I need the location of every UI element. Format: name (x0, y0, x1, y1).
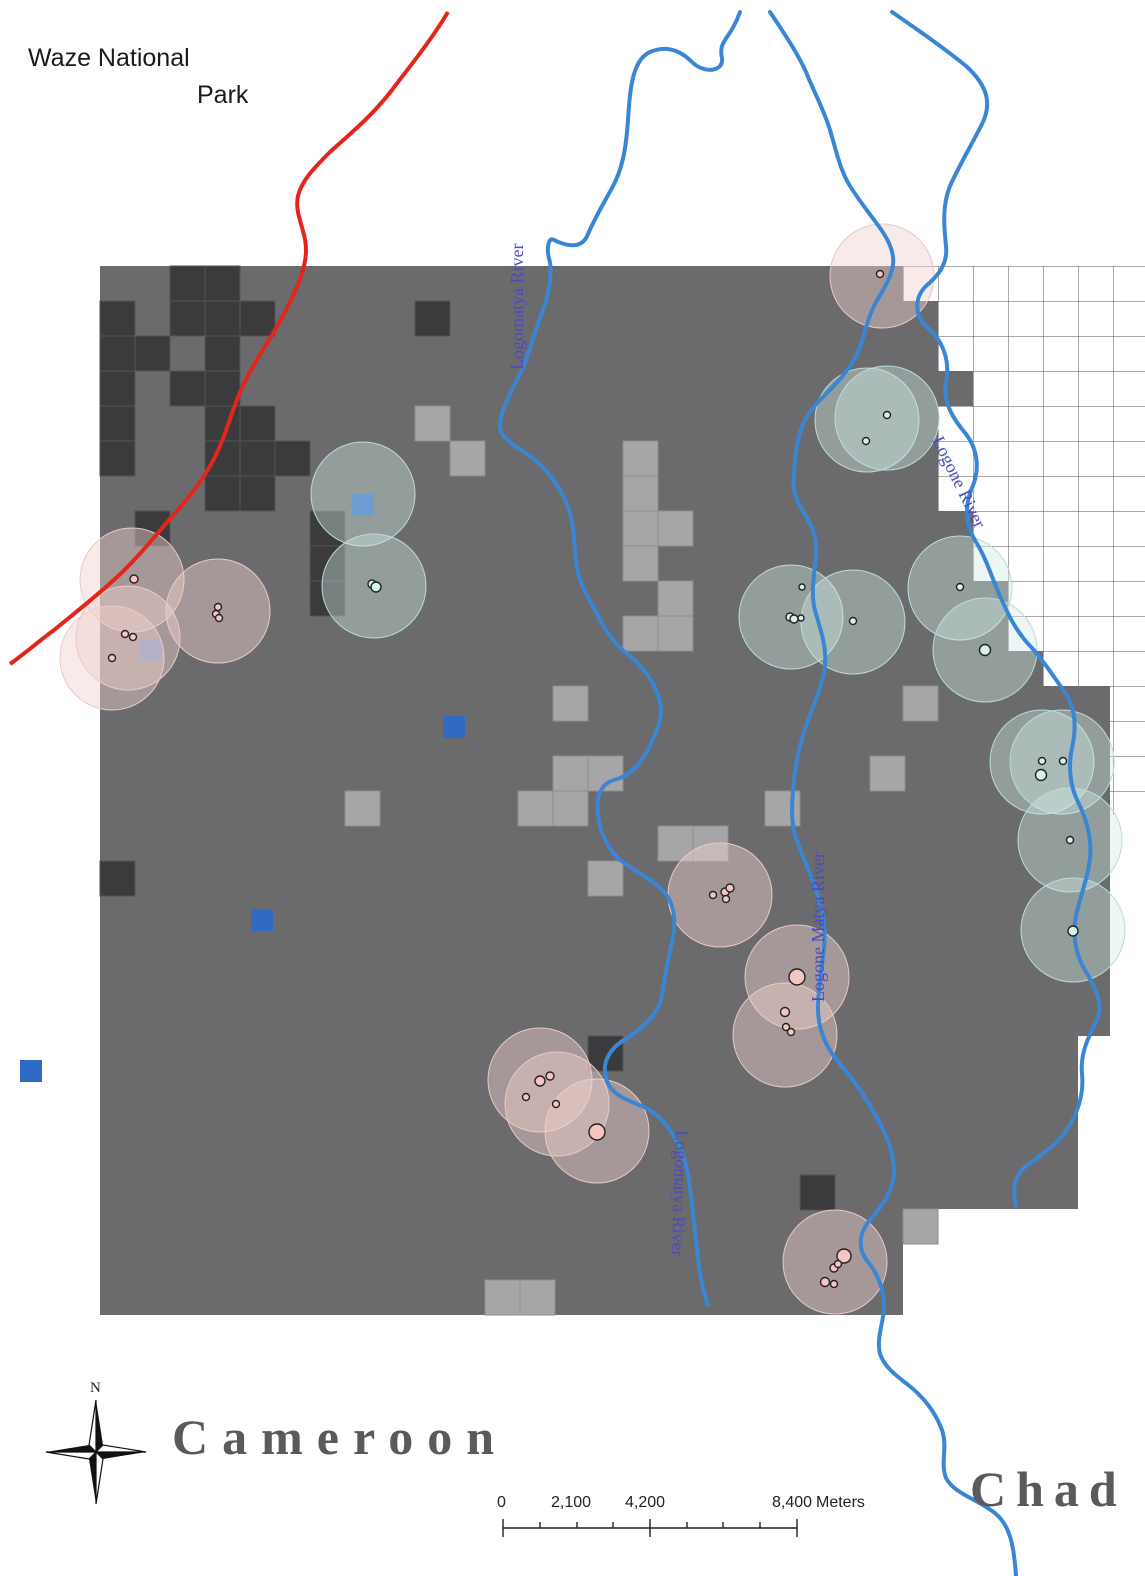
logomatya-river-line (497, 10, 742, 1307)
river-label-logomatya-south: Logomatya River (668, 1130, 692, 1257)
pink-site-points (107, 269, 885, 1289)
scale-unit: Meters (816, 1494, 865, 1511)
scale-tick-2: 4,200 (625, 1494, 666, 1511)
river-label-logomatya: Logomatya River (507, 244, 527, 370)
blue-site-markers (20, 494, 465, 1082)
scale-tick-0: 0 (497, 1494, 506, 1511)
country-label-chad: Chad (970, 1461, 1127, 1517)
scale-tick-3: 8,400 (772, 1494, 813, 1511)
park-label-line2: Park (197, 81, 249, 109)
river-label-logone-matya: Logone Matya River (808, 852, 828, 1002)
rivers (497, 10, 1102, 1576)
park-boundary-line (8, 10, 450, 666)
light-cells (344, 405, 939, 1316)
logone-river-line (890, 10, 1102, 1208)
scale-tick-1: 2,100 (551, 1494, 592, 1511)
scale-bar-labels: 0 2,100 4,200 8,400 Meters (0, 1494, 1145, 1518)
dark-cells (99, 265, 836, 1211)
teal-site-points (367, 410, 1079, 937)
logone-matya-river-line (768, 10, 1018, 1576)
park-label-line1: Waze National (28, 44, 190, 72)
country-label-cameroon: Cameroon (172, 1409, 509, 1465)
scale-bar (502, 1519, 798, 1537)
north-label: N (90, 1380, 101, 1396)
north-arrow-icon (45, 1399, 147, 1505)
